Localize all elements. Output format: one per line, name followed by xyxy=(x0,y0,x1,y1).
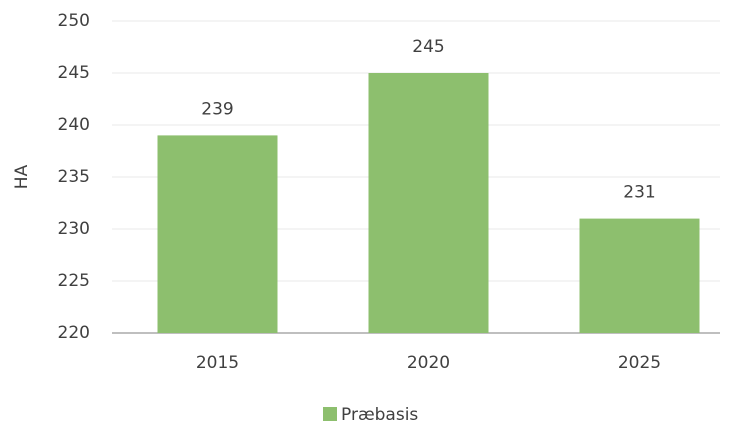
y-tick-label: 245 xyxy=(58,63,90,83)
data-label: 245 xyxy=(412,37,444,57)
x-tick-label: 2025 xyxy=(618,353,661,373)
bar xyxy=(157,135,278,333)
y-tick-label: 220 xyxy=(58,323,90,343)
y-tick-label: 230 xyxy=(58,219,90,239)
bar xyxy=(368,73,489,333)
bar xyxy=(579,218,700,333)
y-tick-label: 240 xyxy=(58,115,90,135)
y-axis-label: HA xyxy=(12,164,32,189)
data-label: 231 xyxy=(623,183,655,203)
legend-label: Præbasis xyxy=(341,405,418,425)
legend-swatch xyxy=(323,407,337,421)
x-tick-label: 2015 xyxy=(196,353,239,373)
y-tick-label: 225 xyxy=(58,271,90,291)
y-tick-label: 235 xyxy=(58,167,90,187)
data-label: 239 xyxy=(201,99,233,119)
y-tick-label: 250 xyxy=(58,11,90,31)
x-tick-label: 2020 xyxy=(407,353,450,373)
